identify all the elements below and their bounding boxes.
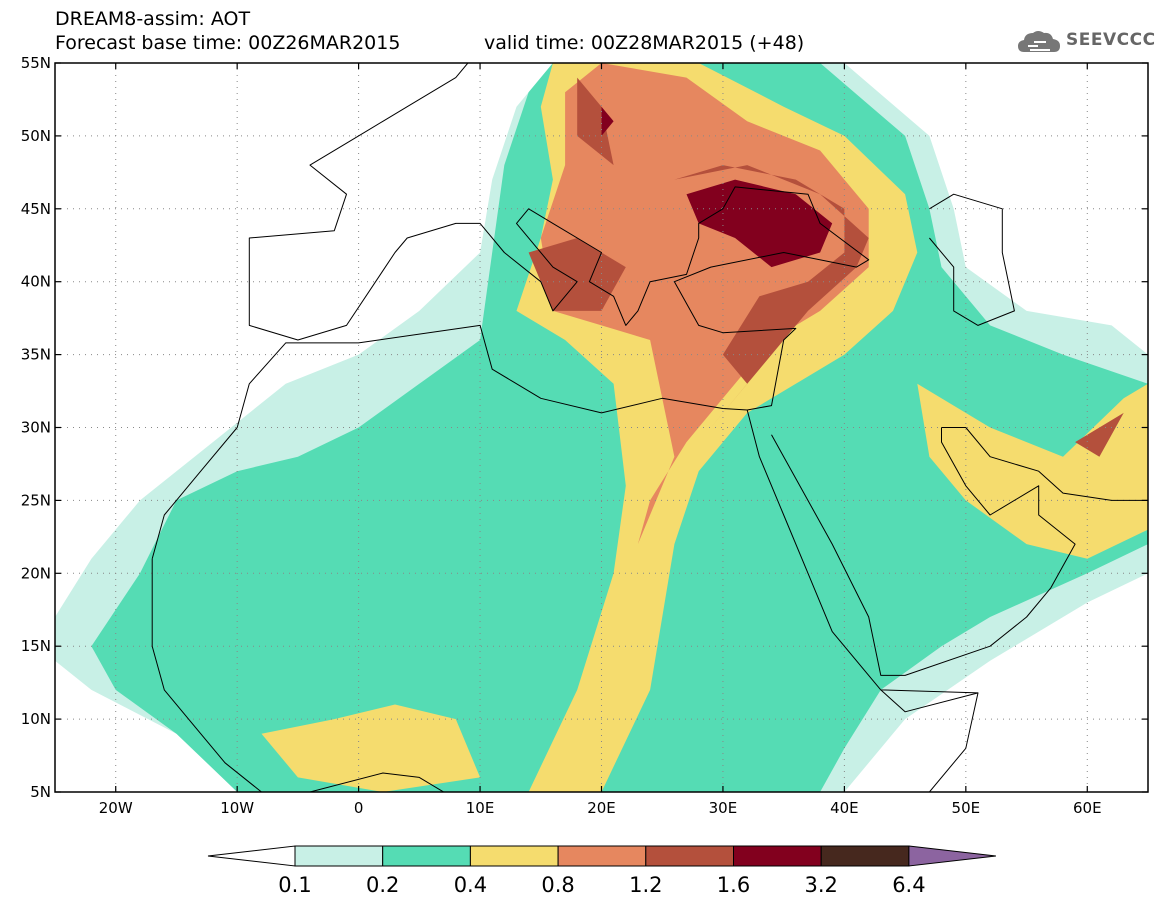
colorbar-min-arrow <box>207 845 296 867</box>
colorbar-box <box>820 845 910 867</box>
lon-tick-label: 10E <box>466 799 495 817</box>
cloud-logo-icon <box>1018 31 1060 52</box>
colorbar-label: 0.8 <box>541 873 574 897</box>
red-sea-west <box>771 427 1076 676</box>
gulf-north <box>941 427 1148 501</box>
red-sea-east <box>746 409 979 694</box>
aot-region-level-4 <box>540 63 869 545</box>
lon-tick-label: 40E <box>830 799 859 817</box>
colorbar-box <box>733 845 822 867</box>
aot-region-level-5 <box>674 165 869 428</box>
africa-coast <box>151 63 870 559</box>
lat-tick-label: 50N <box>21 127 51 145</box>
colorbar-label: 3.2 <box>804 873 837 897</box>
lon-tick-label: 20W <box>99 799 133 817</box>
aot-region-level-6 <box>601 106 614 136</box>
west-africa-coast <box>151 558 445 792</box>
lat-tick-label: 40N <box>21 273 51 291</box>
colorbar-box <box>557 845 647 867</box>
lat-tick-label: 45N <box>21 200 51 218</box>
lat-tick-label: 15N <box>21 637 51 655</box>
colorbar-boxes <box>207 845 996 867</box>
colorbar-box <box>382 845 471 867</box>
aot-region-level-3 <box>917 383 1148 559</box>
aot-map: 5N 10N 15N 20N 25N 30N 35N 40N 45N 50N 55N 20W 10W 0 1… <box>21 54 1149 817</box>
forecast-base-time: Forecast base time: 00Z26MAR2015 <box>55 32 401 54</box>
valid-time: valid time: 00Z28MAR2015 (+48) <box>484 32 805 54</box>
colorbar-box <box>469 845 559 867</box>
colorbar-label: 1.2 <box>629 873 662 897</box>
lon-tick-label: 10W <box>220 799 254 817</box>
colorbar-label: 1.6 <box>717 873 750 897</box>
colorbar-label: 6.4 <box>892 873 925 897</box>
colorbar: 0.1 0.2 0.4 0.8 1.2 1.6 3.2 6.4 <box>207 845 996 897</box>
lon-tick-label: 0 <box>354 799 364 817</box>
lon-tick-label: 20E <box>587 799 616 817</box>
map-title: DREAM8-assim: AOT <box>55 8 251 30</box>
aot-region-level-3 <box>261 704 481 792</box>
lat-tick-label: 55N <box>21 54 51 72</box>
colorbar-max-arrow <box>908 845 996 867</box>
lat-tick-label: 35N <box>21 346 51 364</box>
logo-text: SEEVCCC <box>1066 30 1156 50</box>
horn <box>880 689 979 792</box>
colorbar-box <box>645 845 734 867</box>
colorbar-box <box>294 845 384 867</box>
lon-tick-label: 50E <box>952 799 981 817</box>
lon-tick-label: 30E <box>709 799 738 817</box>
coastlines <box>151 63 1148 792</box>
lat-tick-label: 30N <box>21 419 51 437</box>
aot-region-level-5 <box>528 238 626 311</box>
colorbar-label: 0.1 <box>278 873 311 897</box>
grid <box>55 63 1148 792</box>
axis-ticks: 5N 10N 15N 20N 25N 30N 35N 40N 45N 50N 55N 20W 10W 0 1… <box>21 54 1148 817</box>
aot-region-level-5 <box>1075 412 1124 457</box>
lat-tick-label: 10N <box>21 710 51 728</box>
colorbar-label: 0.2 <box>366 873 399 897</box>
caspian <box>929 193 1015 326</box>
lat-tick-label: 25N <box>21 491 51 509</box>
colorbar-label: 0.4 <box>454 873 487 897</box>
aot-region-level-5 <box>577 77 614 166</box>
lat-tick-label: 20N <box>21 564 51 582</box>
colorbar-labels: 0.1 0.2 0.4 0.8 1.2 1.6 3.2 6.4 <box>278 873 925 897</box>
lat-tick-label: 5N <box>30 783 51 801</box>
lon-tick-label: 60E <box>1073 799 1102 817</box>
